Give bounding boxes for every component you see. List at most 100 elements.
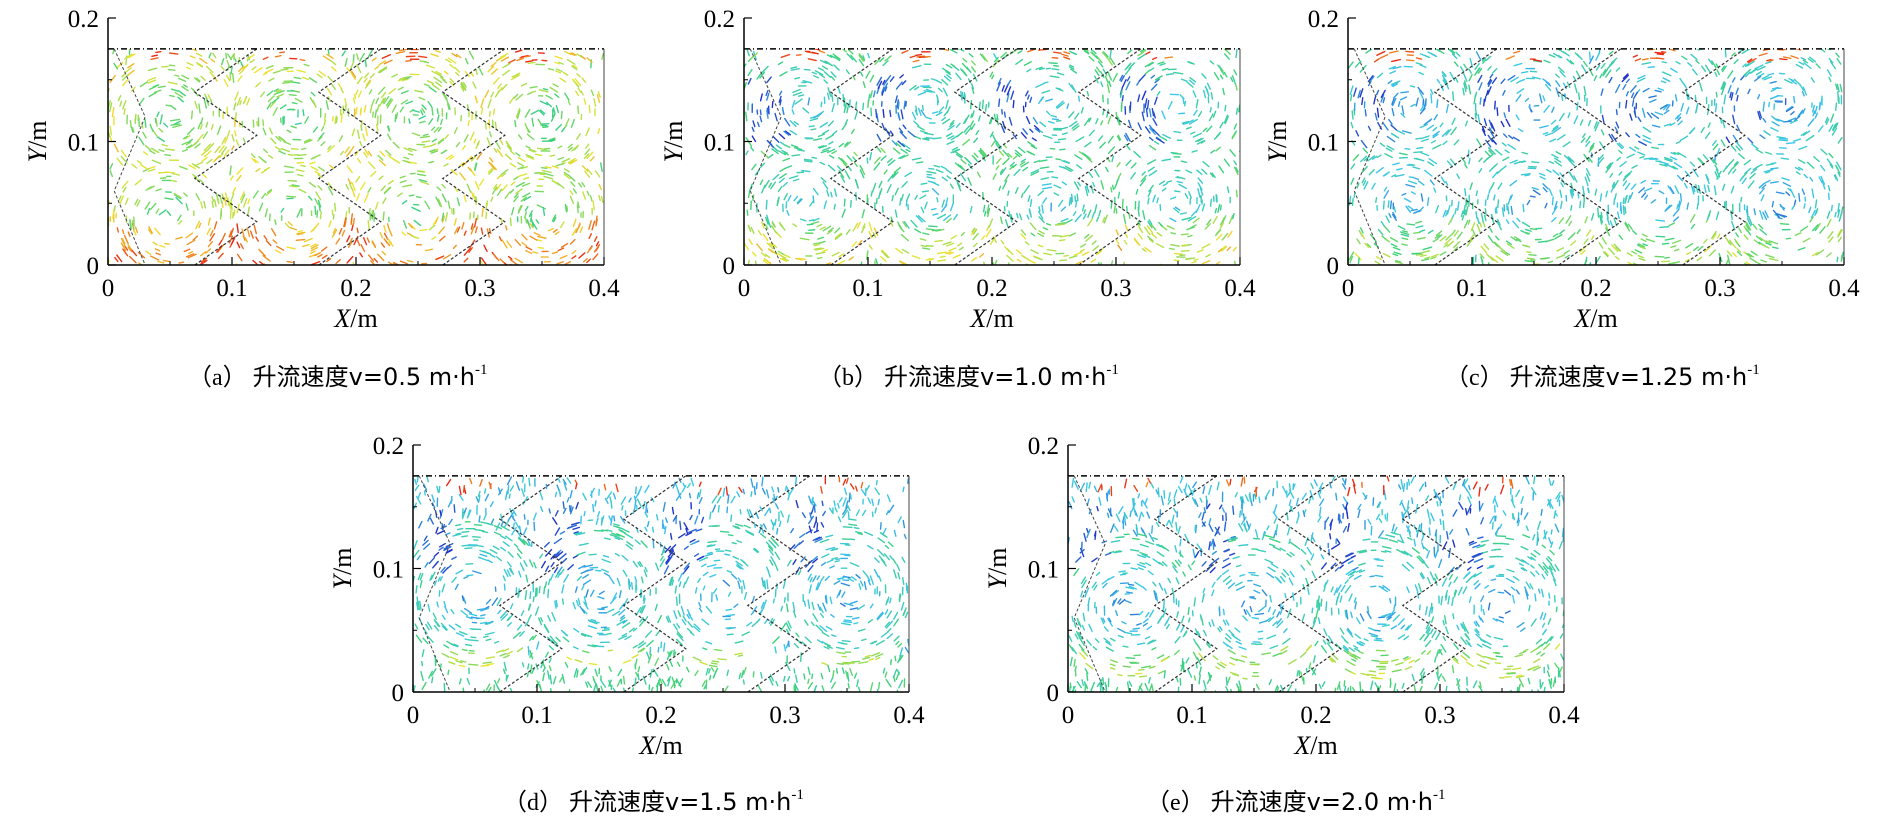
velocity-vector bbox=[1771, 128, 1778, 131]
velocity-vector bbox=[1786, 238, 1790, 239]
velocity-vector bbox=[1643, 88, 1649, 91]
velocity-vector bbox=[1653, 125, 1660, 127]
velocity-vector bbox=[1697, 257, 1702, 260]
velocity-vector bbox=[1638, 117, 1641, 121]
velocity-vector bbox=[1726, 137, 1729, 142]
velocity-vector bbox=[1606, 191, 1607, 196]
velocity-vector bbox=[1649, 96, 1656, 98]
velocity-vector bbox=[1645, 188, 1652, 191]
velocity-vector bbox=[1631, 86, 1637, 92]
velocity-vector bbox=[1639, 141, 1646, 145]
velocity-vector bbox=[1764, 131, 1770, 135]
velocity-vector bbox=[1799, 160, 1805, 163]
velocity-vector bbox=[1665, 238, 1673, 240]
velocity-vector bbox=[1836, 53, 1839, 57]
velocity-vector bbox=[1704, 239, 1707, 243]
velocity-vector bbox=[1803, 109, 1805, 114]
velocity-vector bbox=[1734, 60, 1738, 64]
velocity-vector bbox=[1812, 189, 1814, 198]
velocity-vector bbox=[1621, 206, 1622, 213]
velocity-vector bbox=[1841, 255, 1842, 261]
velocity-vector bbox=[1715, 73, 1717, 77]
velocity-vector bbox=[1673, 240, 1681, 243]
velocity-vector bbox=[1766, 255, 1774, 258]
velocity-vector bbox=[1804, 204, 1805, 208]
velocity-vector bbox=[1703, 155, 1707, 159]
velocity-vector bbox=[1745, 168, 1751, 173]
velocity-vector bbox=[1600, 194, 1601, 201]
velocity-vector bbox=[1641, 181, 1645, 183]
velocity-vector bbox=[1725, 49, 1726, 57]
velocity-vector bbox=[1815, 107, 1817, 114]
velocity-vector bbox=[1715, 186, 1716, 195]
velocity-vector bbox=[1620, 162, 1626, 167]
velocity-vector bbox=[1791, 56, 1798, 59]
velocity-vector bbox=[1625, 196, 1627, 203]
velocity-vector bbox=[1625, 183, 1629, 189]
velocity-vector bbox=[1821, 149, 1827, 154]
velocity-vector bbox=[1829, 237, 1833, 242]
velocity-vector bbox=[1676, 62, 1680, 64]
velocity-vector bbox=[1798, 248, 1805, 250]
velocity-vector bbox=[1709, 250, 1715, 256]
velocity-vector bbox=[1655, 112, 1662, 114]
velocity-vector bbox=[1828, 186, 1829, 191]
velocity-vector bbox=[1835, 213, 1836, 217]
velocity-vector bbox=[1702, 66, 1706, 71]
velocity-vector bbox=[1803, 92, 1805, 96]
velocity-vector bbox=[1642, 63, 1650, 65]
velocity-vector bbox=[1648, 67, 1654, 68]
velocity-vector bbox=[1760, 188, 1764, 193]
velocity-vector bbox=[1803, 238, 1810, 242]
velocity-vector bbox=[1612, 135, 1616, 142]
velocity-vector bbox=[1681, 103, 1683, 111]
velocity-vector bbox=[1807, 162, 1813, 168]
velocity-vector bbox=[1736, 233, 1738, 237]
velocity-vector bbox=[1752, 144, 1758, 149]
velocity-vector bbox=[1759, 224, 1763, 228]
velocity-vector bbox=[1706, 65, 1711, 73]
velocity-vector bbox=[1721, 119, 1722, 123]
velocity-vector bbox=[1656, 220, 1664, 221]
velocity-vector bbox=[1724, 95, 1725, 104]
velocity-vector bbox=[1655, 90, 1661, 91]
velocity-vector bbox=[1628, 196, 1630, 203]
velocity-vector bbox=[1660, 227, 1669, 228]
velocity-vector bbox=[1708, 123, 1710, 127]
velocity-vector bbox=[1742, 178, 1746, 183]
velocity-vector bbox=[1733, 244, 1736, 247]
velocity-vector bbox=[1607, 218, 1609, 224]
velocity-vector bbox=[1643, 59, 1648, 60]
velocity-vector bbox=[1696, 185, 1698, 193]
velocity-vector bbox=[1796, 172, 1800, 174]
velocity-vector bbox=[1669, 223, 1674, 226]
velocity-vector bbox=[1678, 121, 1682, 125]
velocity-vector bbox=[1771, 163, 1776, 164]
velocity-vector bbox=[1645, 195, 1648, 199]
velocity-vector bbox=[1780, 138, 1788, 139]
velocity-vector bbox=[1690, 162, 1694, 166]
velocity-vector bbox=[1799, 62, 1803, 64]
velocity-vector bbox=[1696, 60, 1699, 63]
velocity-vector bbox=[1627, 154, 1634, 157]
velocity-vector bbox=[1717, 70, 1719, 75]
velocity-vector bbox=[1778, 218, 1782, 219]
velocity-vector bbox=[1763, 119, 1766, 122]
velocity-vector bbox=[1794, 79, 1800, 85]
velocity-vector bbox=[1819, 126, 1823, 132]
velocity-vector bbox=[1748, 89, 1750, 93]
velocity-vector bbox=[1623, 206, 1624, 215]
velocity-vector bbox=[1662, 81, 1666, 82]
velocity-vector bbox=[1632, 165, 1637, 168]
velocity-vector bbox=[1600, 142, 1605, 149]
velocity-vector bbox=[1827, 220, 1830, 227]
velocity-vector bbox=[1609, 51, 1612, 54]
velocity-vector bbox=[1739, 228, 1742, 232]
velocity-vector bbox=[1837, 85, 1839, 92]
velocity-vector bbox=[1728, 85, 1731, 93]
velocity-vector bbox=[1657, 54, 1663, 55]
velocity-vector bbox=[1671, 49, 1675, 50]
velocity-vector bbox=[1661, 52, 1665, 53]
velocity-vector bbox=[1680, 136, 1687, 140]
velocity-vector bbox=[1783, 183, 1790, 187]
